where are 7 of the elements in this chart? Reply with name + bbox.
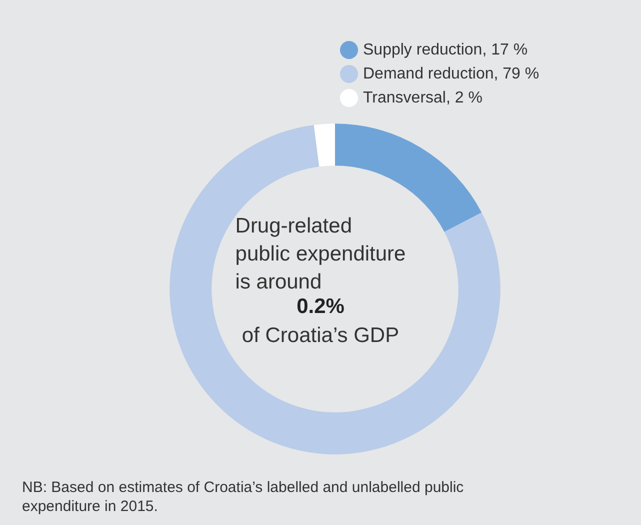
text: NB: Based on estimates of Croatia’s labelled and unlabelled public expenditure in 2015. [22, 479, 464, 515]
text: 0.2% [296, 295, 345, 318]
legend-label: Supply reduction, 17 % [363, 42, 528, 58]
text: Drug-related public expenditure is around [235, 214, 406, 294]
text: of Croatia’s GDP [242, 324, 400, 347]
legend-label: Transversal, 2 % [363, 90, 482, 106]
legend-label: Demand reduction, 79 % [363, 66, 540, 82]
